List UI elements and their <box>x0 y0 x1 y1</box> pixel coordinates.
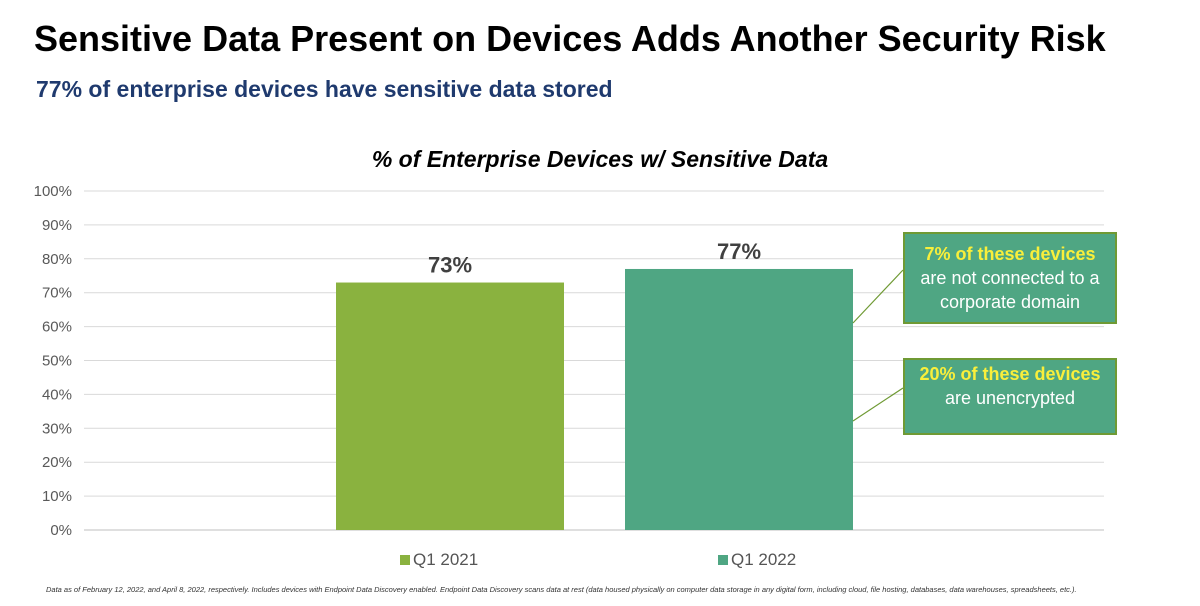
chart-title: % of Enterprise Devices w/ Sensitive Dat… <box>371 146 829 172</box>
y-tick-label: 80% <box>42 251 72 268</box>
y-tick-label: 50% <box>42 353 72 370</box>
legend-item-q1-2021: Q1 2021 <box>400 550 478 570</box>
footnote: Data as of February 12, 2022, and April … <box>46 585 1077 594</box>
y-tick-label: 30% <box>42 420 72 437</box>
callout-connector <box>852 269 904 324</box>
callout-encryption-text: are unencrypted <box>944 388 1076 408</box>
y-tick-label: 0% <box>50 522 72 539</box>
legend-swatch-q1-2021 <box>400 555 410 565</box>
bar-q1-2022 <box>625 268 853 530</box>
legend-item-q1-2022: Q1 2022 <box>718 550 796 570</box>
y-tick-label: 70% <box>42 285 72 302</box>
slide-subtitle: 77% of enterprise devices have sensitive… <box>36 76 613 102</box>
legend-swatch-q1-2022 <box>718 555 728 565</box>
callout-domain: 7% of these devices are not connected to… <box>903 232 1117 324</box>
callout-encryption: 20% of these devices are unencrypted <box>903 358 1117 435</box>
callout-domain-text: are not connected to a corporate domain <box>920 268 1100 312</box>
legend-label-q1-2022: Q1 2022 <box>731 550 797 569</box>
data-label: 73% <box>428 253 472 278</box>
y-tick-label: 60% <box>42 319 72 336</box>
y-tick-label: 20% <box>42 454 72 471</box>
y-tick-label: 100% <box>34 183 72 200</box>
callout-domain-highlight: 7% of these devices <box>924 244 1096 264</box>
slide-title: Sensitive Data Present on Devices Adds A… <box>34 18 1106 59</box>
y-tick-label: 40% <box>42 386 72 403</box>
y-tick-label: 90% <box>42 217 72 234</box>
callout-encryption-highlight: 20% of these devices <box>919 364 1101 384</box>
y-tick-label: 10% <box>42 488 72 505</box>
data-label: 77% <box>717 239 761 264</box>
legend-label-q1-2021: Q1 2021 <box>413 550 479 569</box>
bar-q1-2021 <box>336 282 564 530</box>
callout-connector <box>852 387 904 422</box>
